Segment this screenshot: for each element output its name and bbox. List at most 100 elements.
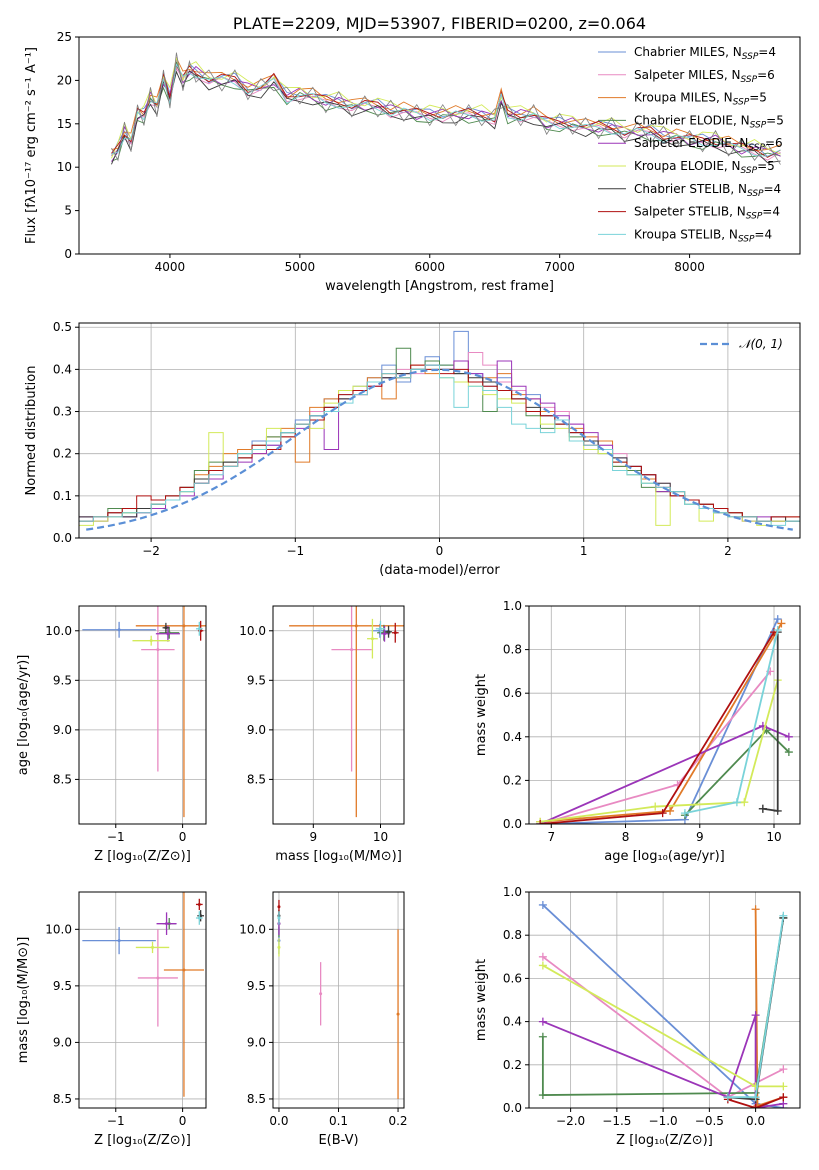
weight-marker: [777, 619, 786, 628]
data-point: [117, 939, 121, 943]
legend-suffix: =4: [754, 227, 772, 241]
y-tick-label: 0.8: [503, 928, 522, 942]
legend-name: Kroupa MILES, N: [634, 91, 733, 105]
legend-name: Chabrier ELODIE, N: [634, 113, 750, 127]
y-tick-label: 1.0: [503, 599, 522, 613]
observed-spectrum-line: [111, 52, 781, 165]
x-tick-label: −1.5: [602, 1114, 631, 1128]
x-tick-label: 0: [179, 830, 187, 844]
legend-sub: SSP: [748, 143, 765, 153]
data-point: [117, 628, 121, 632]
x-tick-label: 0.0: [269, 1114, 288, 1128]
weight-marker: [773, 615, 782, 624]
y-tick-label: 25: [57, 30, 72, 44]
y-tick-label: 15: [57, 117, 72, 131]
y-axis-label: mass weight: [474, 674, 489, 756]
x-tick-label: 0.0: [746, 1114, 765, 1128]
x-axis-label: age [log₁₀(age/yr)]: [604, 849, 725, 864]
legend-entry: Chabrier MILES, NSSP=4: [634, 45, 776, 62]
weight-marker: [773, 625, 782, 634]
x-tick-label: 0.2: [388, 1114, 407, 1128]
weight-marker: [538, 1091, 547, 1100]
legend-sub: SSP: [750, 120, 767, 130]
y-tick-label: 0.6: [503, 686, 522, 700]
residual-histogram: [79, 364, 800, 526]
data-point: [277, 945, 281, 949]
y-tick-label: 0.2: [503, 1058, 522, 1072]
data-point: [277, 916, 281, 920]
chart-mass_vs_ebv: 0.0 0.1 0.2 8.5 9.0 9.5 10.0 E(B-V): [239, 891, 408, 1148]
y-axis-label: age [log₁₀(age/yr)]: [16, 655, 31, 776]
weight-line: [540, 622, 783, 823]
x-tick-label: 0: [179, 1114, 187, 1128]
y-tick-label: 0.4: [503, 730, 522, 744]
weight-marker: [784, 732, 793, 741]
data-point: [182, 624, 186, 628]
y-tick-label: 0.0: [53, 531, 72, 545]
y-tick-label: 0.3: [53, 405, 72, 419]
x-tick-label: 1: [580, 544, 588, 558]
legend-name: Salpeter STELIB, N: [634, 205, 746, 219]
axes-frame: [78, 322, 801, 539]
y-tick-label: 9.0: [247, 723, 266, 737]
legend-suffix: =6: [765, 136, 783, 150]
x-tick-label: 0: [436, 544, 444, 558]
data-point: [396, 1012, 400, 1016]
data-point: [350, 648, 354, 652]
plot-area-mass_vs_z: [82, 892, 204, 1097]
weight-marker: [732, 798, 741, 807]
plot-area-mass_vs_ebv: [277, 899, 400, 1099]
x-tick-label: −0.5: [695, 1114, 724, 1128]
legend-entry: Kroupa MILES, NSSP=5: [634, 91, 767, 108]
plot-area-age_vs_mass: [289, 606, 404, 818]
y-tick-label: 9.5: [53, 979, 72, 993]
y-tick-label: 9.0: [53, 1035, 72, 1049]
chart-age_vs_mass: 9 10 8.5 9.0 9.5 10.0 mass [log₁₀(M/M⊙)]: [239, 605, 405, 864]
y-tick-label: 9.5: [247, 673, 266, 687]
gaussian-curve: [86, 368, 793, 531]
x-tick-label: −1.0: [649, 1114, 678, 1128]
weight-marker: [779, 1065, 788, 1074]
legend-entry: Kroupa STELIB, NSSP=4: [634, 227, 772, 244]
plot-area-residuals: [79, 330, 800, 531]
y-tick-label: 10: [57, 160, 72, 174]
axes-frame: [272, 891, 405, 1109]
data-point: [197, 902, 201, 906]
legend-name: Salpeter MILES, N: [634, 68, 741, 82]
y-tick-label: 8.5: [247, 772, 266, 786]
data-point: [387, 630, 391, 634]
data-point: [151, 945, 155, 949]
axes-frame: [528, 605, 801, 825]
legend-suffix: =4: [758, 45, 776, 59]
y-tick-label: 10.0: [45, 624, 72, 638]
x-tick-label: 10: [373, 830, 388, 844]
weight-marker: [751, 905, 760, 914]
axes-frame: [272, 605, 405, 825]
weight-marker: [666, 806, 675, 815]
legend-sub: SSP: [741, 166, 758, 176]
y-tick-label: 9.0: [247, 1035, 266, 1049]
chart-weight_vs_z: −2.0 −1.5 −1.0 −0.5 0.0 0.0 0.2 0.4 0.6 0.8 1.0 Z […: [474, 885, 801, 1148]
y-tick-label: 0.0: [503, 1101, 522, 1115]
x-axis-label: mass [log₁₀(M/M⊙)]: [275, 849, 402, 864]
y-axis-label: Normed distribution: [24, 366, 39, 496]
legend-suffix: =6: [757, 68, 775, 82]
x-tick-label: −1: [107, 1114, 125, 1128]
y-tick-label: 8.5: [247, 1092, 266, 1106]
legend-sub: SSP: [747, 189, 764, 199]
legend-entry: Kroupa ELODIE, NSSP=5: [634, 159, 775, 176]
x-tick-label: 8: [622, 830, 630, 844]
y-axis-label: mass weight: [474, 959, 489, 1041]
weight-marker: [538, 1017, 547, 1026]
legend-suffix: =5: [757, 159, 775, 173]
legend-name: Kroupa ELODIE, N: [634, 159, 741, 173]
y-tick-label: 0: [64, 247, 72, 261]
legend-name: Kroupa STELIB, N: [634, 227, 738, 241]
weight-marker: [751, 1011, 760, 1020]
weight-marker: [680, 809, 689, 818]
x-tick-label: 9: [696, 830, 704, 844]
y-tick-label: 9.5: [247, 979, 266, 993]
x-tick-label: −2: [142, 544, 160, 558]
legend-name: Salpeter ELODIE, N: [634, 136, 748, 150]
